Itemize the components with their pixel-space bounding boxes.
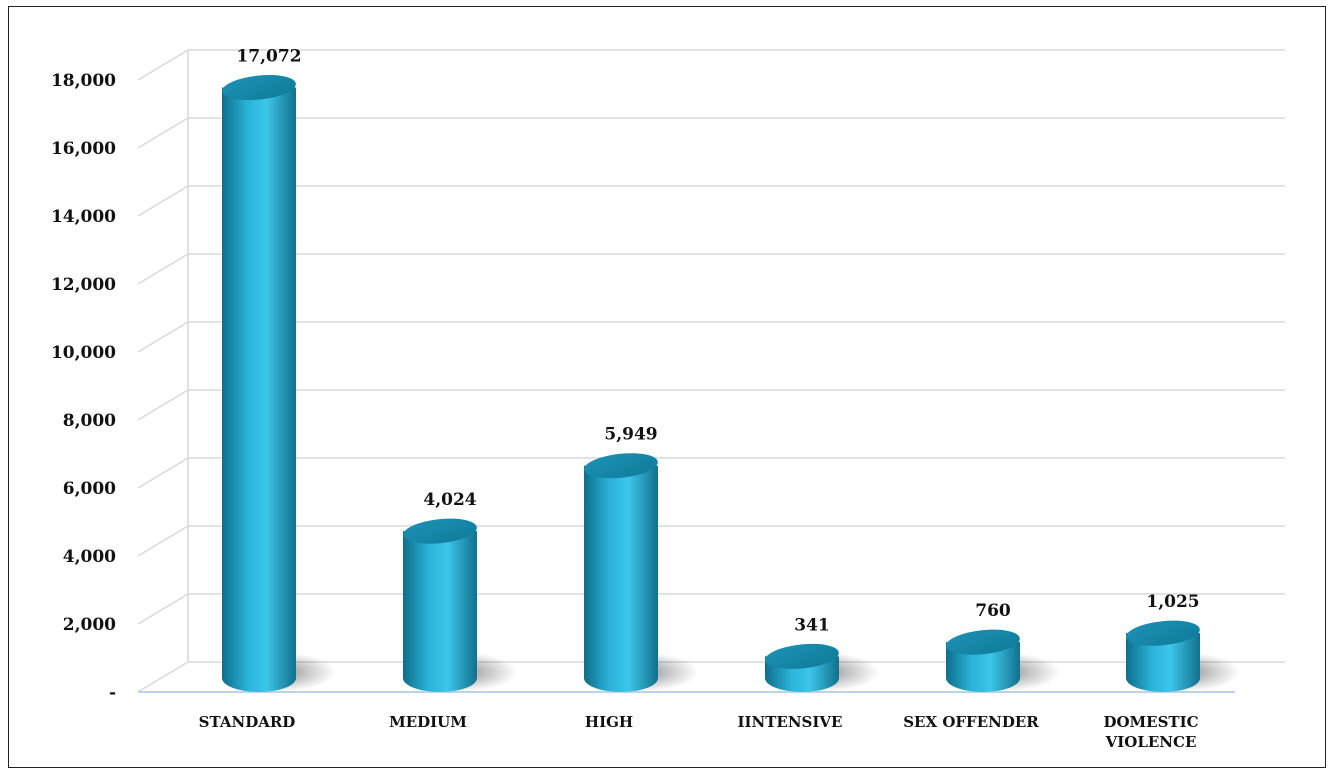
bar: [399, 518, 517, 692]
gridline: [137, 321, 1285, 353]
bar-top: [222, 75, 296, 101]
data-label: 4,024: [423, 490, 476, 510]
y-tick-label: 6,000: [63, 479, 116, 499]
bar: [580, 453, 698, 692]
category-label-line: HIGH: [585, 713, 633, 731]
grid-lines: [137, 49, 1285, 693]
bar-body: [1126, 633, 1200, 692]
gridline: [137, 49, 1285, 81]
y-tick-label: 12,000: [51, 275, 116, 295]
category-label: IINTENSIVE: [738, 713, 843, 731]
y-tick-label: 8,000: [63, 411, 116, 431]
bars: [218, 75, 1240, 692]
bar-top: [584, 453, 658, 479]
y-tick-label: 16,000: [51, 139, 116, 159]
data-label: 17,072: [236, 47, 301, 67]
category-label-line: SEX OFFENDER: [903, 713, 1039, 731]
bar-top: [403, 518, 477, 544]
gridline: [137, 185, 1285, 217]
category-label: HIGH: [585, 713, 633, 731]
bar-top: [946, 629, 1020, 655]
bar: [942, 629, 1060, 692]
bar-body: [946, 642, 1020, 692]
bar-top: [1126, 620, 1200, 646]
data-label: 341: [794, 615, 830, 635]
y-tick-label: -: [109, 683, 116, 703]
category-label-line: VIOLENCE: [1105, 733, 1197, 751]
category-label: STANDARD: [199, 713, 296, 731]
axes: - 2,000 4,000 6,000 8,000 10,000 12,000 14,000 1…: [51, 71, 1235, 703]
y-tick-label: 2,000: [63, 615, 116, 635]
y-tick-label: 10,000: [51, 343, 116, 363]
category-label-line: IINTENSIVE: [738, 713, 843, 731]
data-label: 5,949: [604, 425, 657, 445]
bar-body: [403, 531, 477, 692]
y-tick-label: 4,000: [63, 547, 116, 567]
data-label: 760: [975, 601, 1011, 621]
labels: 17,072 4,024 5,949 341 760 1,025 STANDARD MEDIU…: [199, 47, 1200, 751]
gridline: [137, 457, 1285, 489]
category-label: MEDIUM: [389, 713, 467, 731]
category-label: DOMESTIC VIOLENCE: [1103, 713, 1198, 751]
y-tick-label: 14,000: [51, 207, 116, 227]
bar: [218, 75, 336, 692]
category-label-line: STANDARD: [199, 713, 296, 731]
bar-body: [222, 87, 296, 692]
gridline: [137, 525, 1285, 557]
data-label: 1,025: [1146, 592, 1199, 612]
gridline: [137, 117, 1285, 149]
bar-top: [765, 643, 839, 669]
gridline: [137, 593, 1285, 625]
y-tick-label: 18,000: [51, 71, 116, 91]
category-label-line: MEDIUM: [389, 713, 467, 731]
category-label-line: DOMESTIC: [1103, 713, 1198, 731]
category-label: SEX OFFENDER: [903, 713, 1039, 731]
bar: [761, 643, 879, 692]
bar-body: [584, 465, 658, 692]
bar: [1122, 620, 1240, 692]
gridline: [137, 389, 1285, 421]
gridline: [137, 253, 1285, 285]
